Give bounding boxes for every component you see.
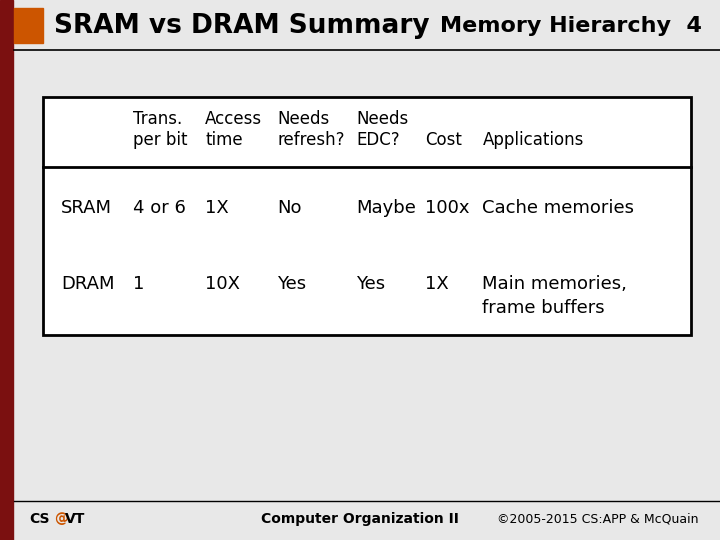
Text: 10X: 10X xyxy=(205,274,240,293)
Bar xyxy=(14,8,43,43)
Text: Needs: Needs xyxy=(356,110,409,128)
Text: Trans.: Trans. xyxy=(133,110,182,128)
Text: ©2005-2015 CS:APP & McQuain: ©2005-2015 CS:APP & McQuain xyxy=(497,513,698,526)
Text: DRAM: DRAM xyxy=(61,274,114,293)
Text: Cost: Cost xyxy=(425,131,462,150)
Text: VT: VT xyxy=(65,512,85,526)
Text: 1X: 1X xyxy=(205,199,229,217)
Text: @: @ xyxy=(54,512,68,526)
Text: Applications: Applications xyxy=(482,131,584,150)
Text: No: No xyxy=(277,199,302,217)
Text: Memory Hierarchy  4: Memory Hierarchy 4 xyxy=(440,16,702,36)
Text: refresh?: refresh? xyxy=(277,131,345,150)
Text: time: time xyxy=(205,131,243,150)
Text: per bit: per bit xyxy=(133,131,188,150)
Text: Maybe: Maybe xyxy=(356,199,416,217)
Text: Yes: Yes xyxy=(277,274,306,293)
Text: Main memories,: Main memories, xyxy=(482,274,627,293)
Text: 1: 1 xyxy=(133,274,145,293)
Text: SRAM vs DRAM Summary: SRAM vs DRAM Summary xyxy=(54,13,430,39)
Text: 100x: 100x xyxy=(425,199,469,217)
Text: SRAM: SRAM xyxy=(61,199,112,217)
Bar xyxy=(0,0,13,540)
Text: EDC?: EDC? xyxy=(356,131,400,150)
Text: Computer Organization II: Computer Organization II xyxy=(261,512,459,526)
Text: 1X: 1X xyxy=(425,274,449,293)
Text: Yes: Yes xyxy=(356,274,385,293)
Text: CS: CS xyxy=(29,512,49,526)
Text: Cache memories: Cache memories xyxy=(482,199,634,217)
Text: Access: Access xyxy=(205,110,262,128)
Text: frame buffers: frame buffers xyxy=(482,299,605,317)
Text: Needs: Needs xyxy=(277,110,330,128)
Text: 4 or 6: 4 or 6 xyxy=(133,199,186,217)
Bar xyxy=(43,97,691,335)
